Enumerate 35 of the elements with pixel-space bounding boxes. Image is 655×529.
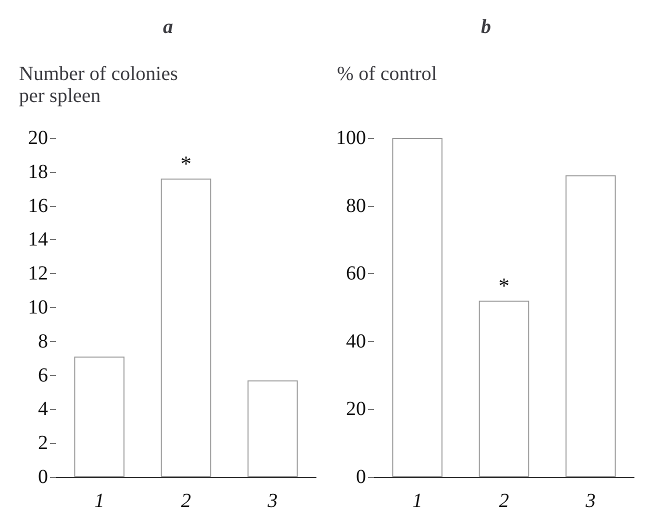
y-tick-label: 2 [38,432,48,454]
bar [74,356,124,477]
x-tick-label: 3 [266,490,278,512]
x-tick-label: 1 [94,490,104,512]
y-axis-title: Number of colonies per spleen [19,63,178,107]
bar [566,175,616,477]
chart-title: b [481,16,491,38]
y-tick-label: 14 [28,228,48,251]
bar [392,138,442,477]
x-tick-label: 3 [584,490,596,512]
y-tick-label: 4 [38,398,48,420]
y-axis-title: % of control [337,63,438,85]
y-tick-label: 8 [38,330,48,352]
y-tick-label: 0 [356,466,366,488]
y-tick-label: 18 [28,160,48,183]
y-tick-label: 12 [28,262,48,285]
y-tick-label: 20 [346,398,366,420]
chart-title: a [163,16,173,38]
annotation: * [498,273,510,298]
bar [478,300,530,477]
y-tick-label: 10 [28,296,48,318]
x-tick-label: 2 [181,490,191,512]
y-tick-label: 60 [346,262,366,285]
annotation: * [180,151,192,176]
x-tick-label: 2 [499,490,509,512]
y-tick-label: 6 [38,364,48,386]
bar [160,178,212,477]
x-tick-label: 1 [412,490,422,512]
y-tick-label: 16 [28,194,48,217]
y-tick-label: 20 [28,127,48,149]
y-tick-label: 80 [346,194,366,217]
y-tick-label: 100 [336,127,366,149]
bar [248,380,298,477]
y-tick-label: 0 [38,466,48,488]
y-tick-label: 40 [346,330,366,352]
